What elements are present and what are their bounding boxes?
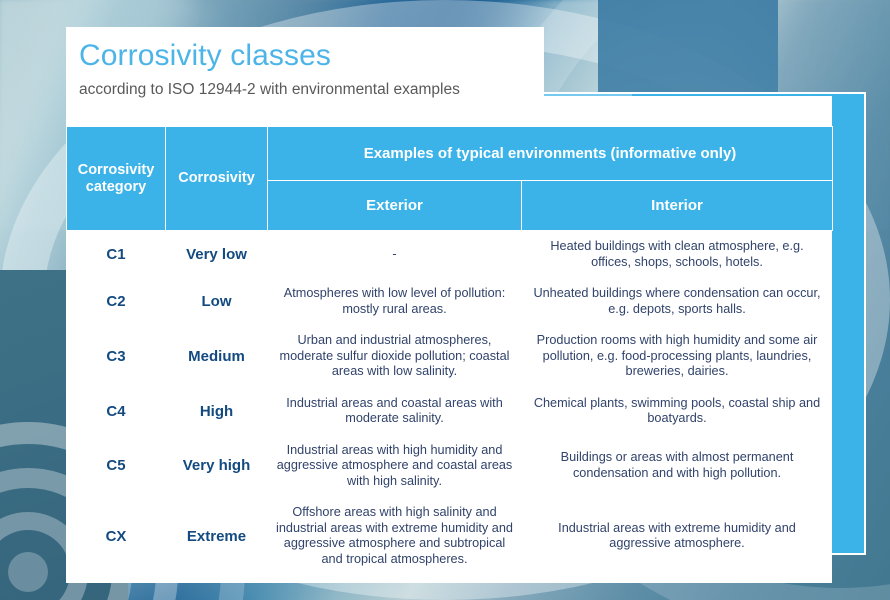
- cell-category: C5: [106, 457, 126, 475]
- table-row: C1 Very low - Heated buildings with clea…: [67, 231, 833, 279]
- table-head: Corrosivity category Corrosivity Example…: [66, 126, 833, 231]
- column-header-examples-group: Examples of typical environments (inform…: [267, 126, 833, 181]
- column-header-corrosivity: Corrosivity: [165, 126, 268, 231]
- cell-category: C4: [106, 402, 126, 420]
- cell-category: CX: [105, 527, 127, 545]
- cell-category: C2: [106, 293, 126, 310]
- cell-corrosivity: Very low: [186, 246, 247, 263]
- table-header-row-sub: Exterior Interior: [67, 180, 833, 231]
- cell-exterior: Urban and industrial atmospheres, modera…: [279, 333, 510, 378]
- page-subtitle: according to ISO 12944-2 with environmen…: [79, 81, 460, 98]
- cell-corrosivity: Low: [201, 293, 232, 310]
- cell-exterior: Offshore areas with high salinity and in…: [276, 505, 513, 566]
- corrosivity-table-wrapper: Corrosivity category Corrosivity Example…: [66, 126, 833, 575]
- column-header-exterior: Exterior: [267, 180, 522, 231]
- cell-interior: Industrial areas with extreme humidity a…: [558, 520, 796, 551]
- cell-corrosivity: Very high: [182, 457, 251, 475]
- table-row: C3 Medium Urban and industrial atmospher…: [67, 325, 833, 388]
- table-body: C1 Very low - Heated buildings with clea…: [67, 231, 833, 576]
- cell-category: C3: [106, 347, 126, 365]
- cell-corrosivity: Extreme: [186, 527, 247, 545]
- cell-interior: Chemical plants, swimming pools, coastal…: [533, 395, 821, 426]
- column-header-corrosivity-category: Corrosivity category: [66, 126, 166, 231]
- cell-exterior: Industrial areas and coastal areas with …: [286, 395, 503, 426]
- cell-corrosivity: Medium: [188, 347, 245, 365]
- cell-exterior: -: [392, 246, 397, 261]
- cell-interior: Heated buildings with clean atmosphere, …: [550, 239, 804, 269]
- table-row: C4 High Industrial areas and coastal are…: [67, 388, 833, 435]
- cell-interior: Unheated buildings where condensation ca…: [533, 286, 821, 316]
- table-header-row-top: Corrosivity category Corrosivity Example…: [66, 126, 833, 231]
- page-title: Corrosivity classes: [79, 39, 331, 72]
- table-row: C2 Low Atmospheres with low level of pol…: [67, 278, 833, 325]
- table-row: CX Extreme Offshore areas with high sali…: [67, 497, 833, 575]
- column-header-interior: Interior: [521, 180, 833, 231]
- cell-interior: Production rooms with high humidity and …: [536, 333, 818, 378]
- cell-interior: Buildings or areas with almost permanent…: [560, 450, 794, 480]
- cell-exterior: Industrial areas with high humidity and …: [276, 442, 513, 488]
- table-row: C5 Very high Industrial areas with high …: [67, 435, 833, 498]
- corrosivity-table: Corrosivity category Corrosivity Example…: [66, 126, 833, 575]
- title-block: Corrosivity classes according to ISO 129…: [66, 27, 544, 112]
- cell-category: C1: [106, 246, 126, 263]
- cell-corrosivity: High: [199, 402, 234, 420]
- cell-exterior: Atmospheres with low level of pollution:…: [283, 286, 506, 316]
